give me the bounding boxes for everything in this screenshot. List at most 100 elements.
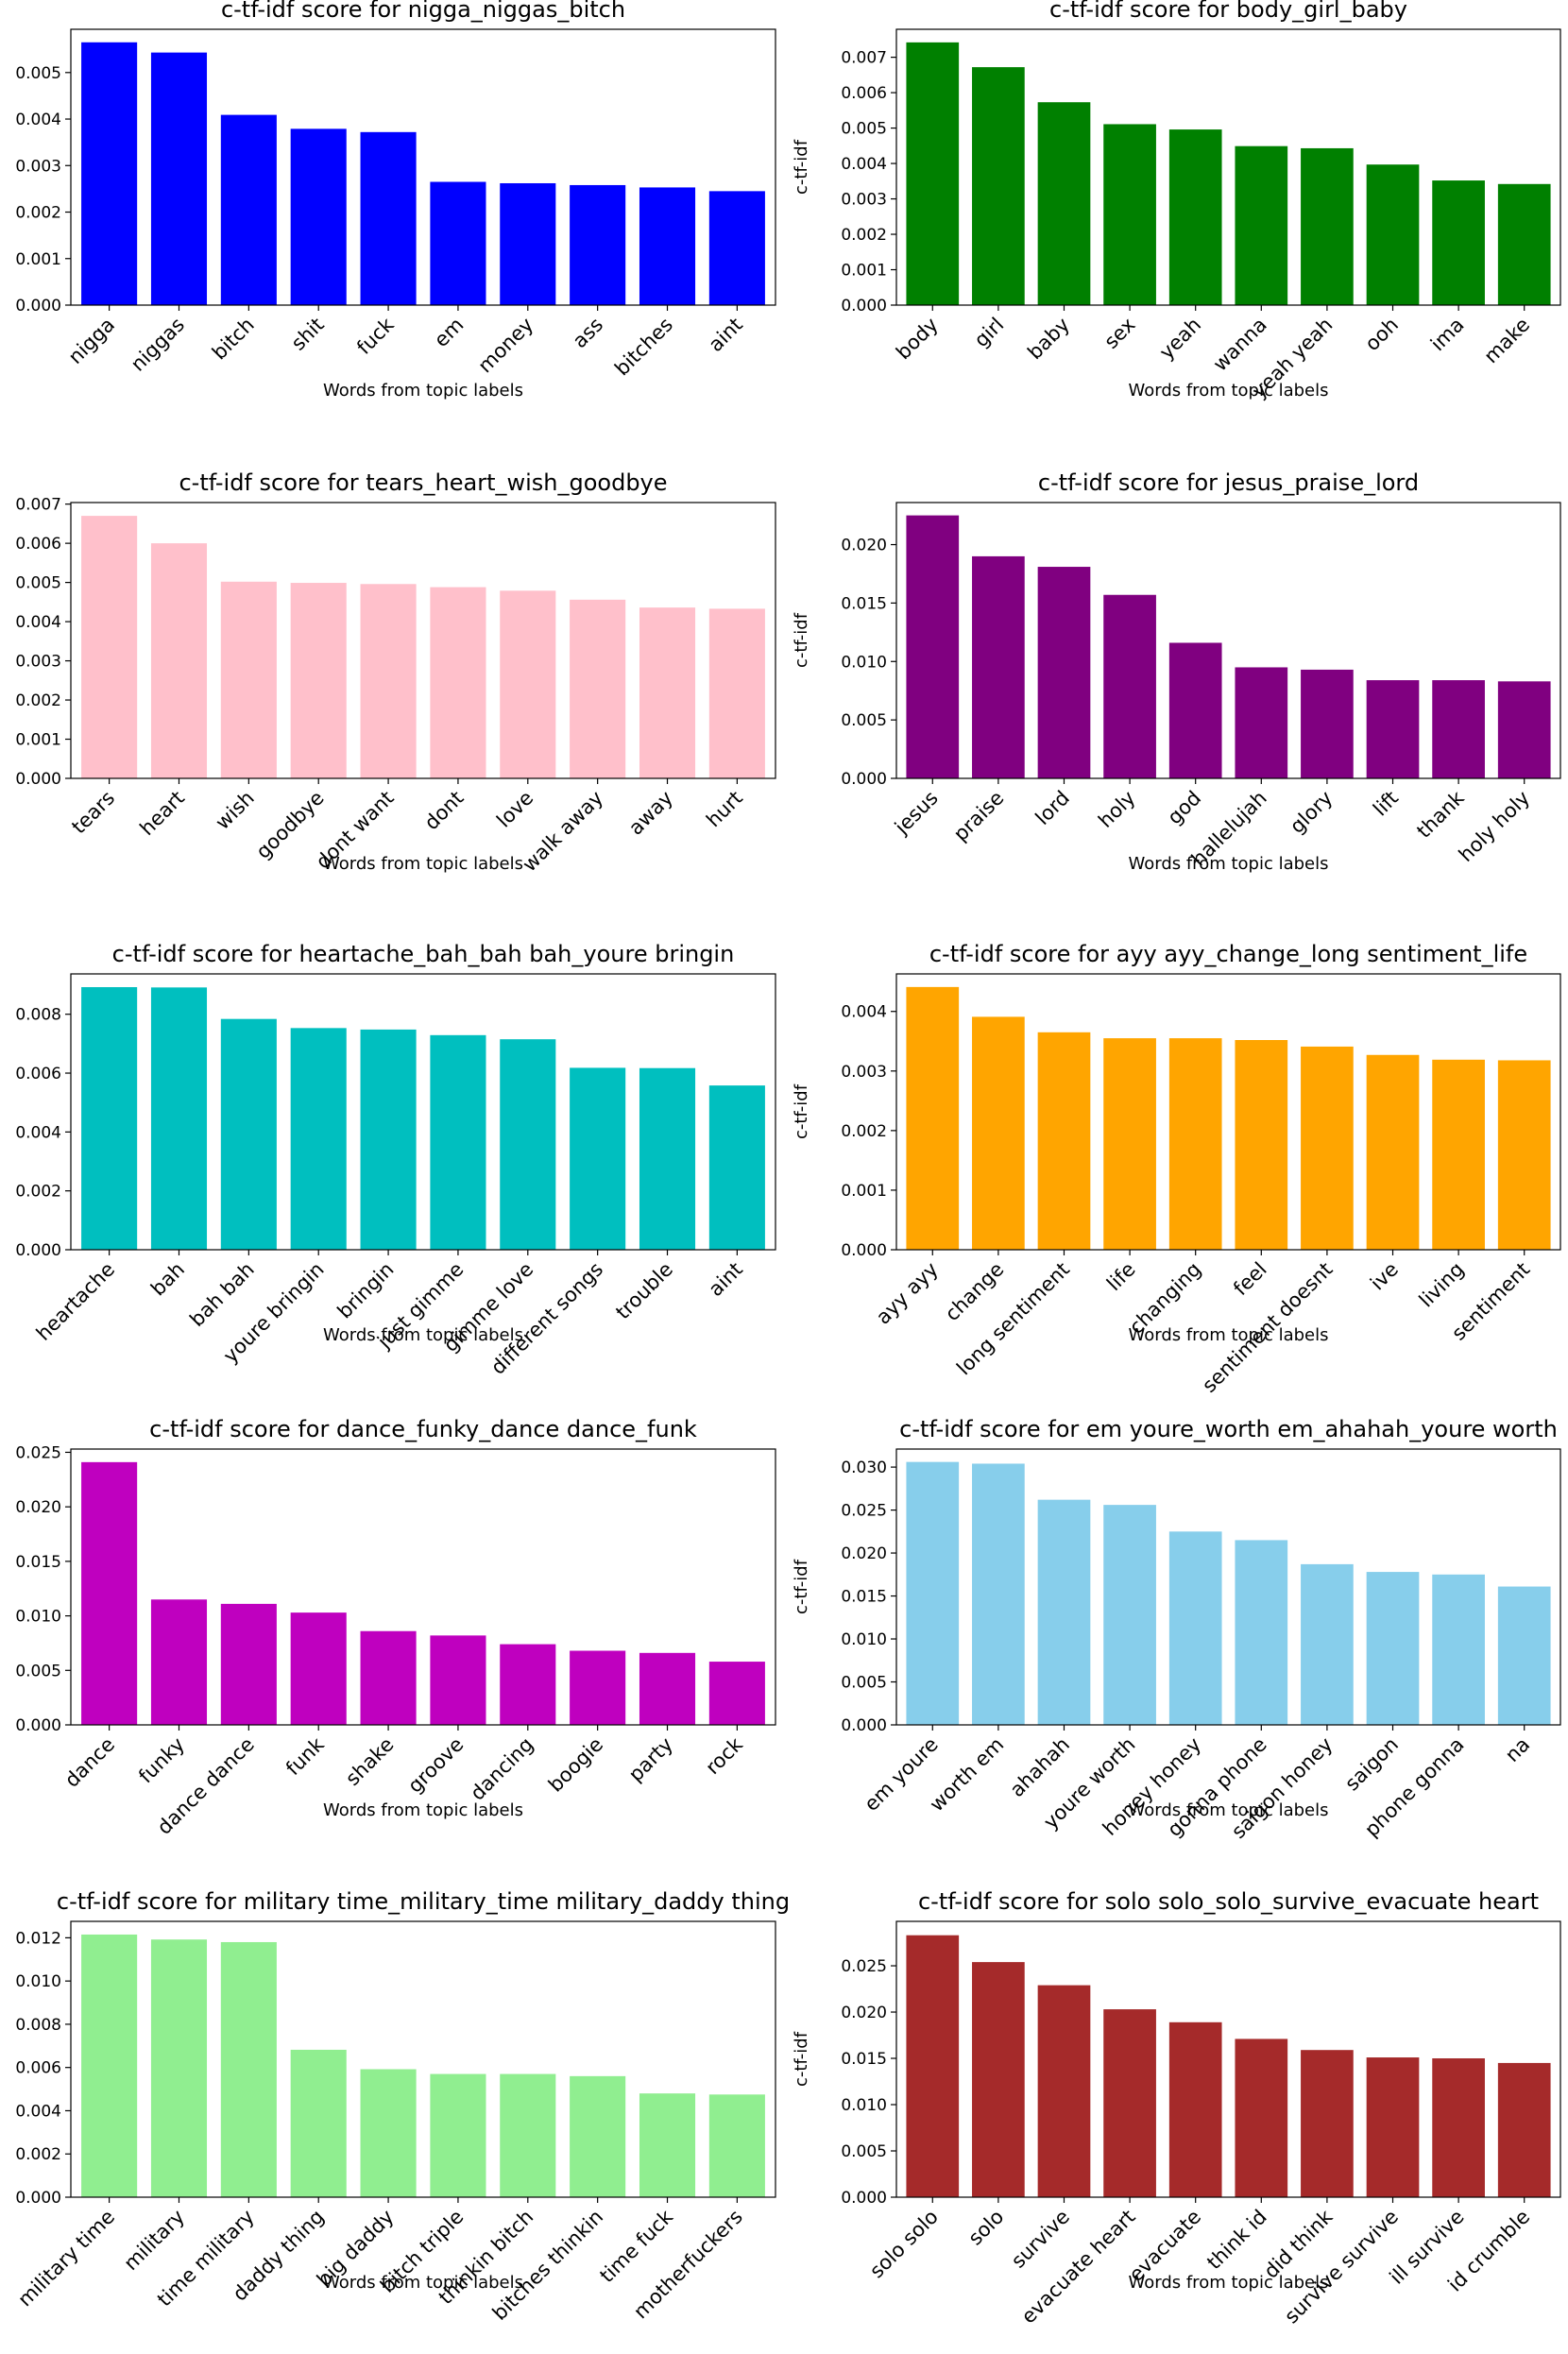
- x-tick-label: tears: [67, 787, 119, 839]
- y-tick-label: 0.001: [841, 1182, 887, 1201]
- bar: [1103, 1505, 1156, 1725]
- bar: [290, 1612, 347, 1725]
- bar: [360, 1630, 417, 1725]
- bar: [570, 1067, 626, 1250]
- y-tick-label: 0.000: [15, 1716, 61, 1735]
- x-tick-label: ooh: [1360, 314, 1403, 356]
- x-tick-label: life: [1102, 1258, 1140, 1296]
- bar: [1235, 1540, 1288, 1725]
- x-tick-label: funk: [281, 1732, 329, 1780]
- bar: [81, 1934, 138, 2197]
- axes-frame: [70, 28, 776, 306]
- y-tick-label: 0.000: [15, 297, 61, 316]
- bar: [1497, 2062, 1551, 2197]
- x-tick-label: evacuate heart: [1017, 2206, 1140, 2328]
- y-tick-label: 0.005: [15, 1662, 61, 1680]
- y-tick-label: 0.010: [841, 2096, 887, 2115]
- x-tick-label: bah: [146, 1258, 189, 1301]
- y-tick-label: 0.012: [15, 1929, 61, 1948]
- bar: [972, 555, 1025, 778]
- bar: [708, 1662, 765, 1725]
- x-axis-label: Words from topic labels: [1128, 1325, 1328, 1345]
- x-tick-label: hurt: [702, 787, 747, 832]
- y-tick-label: 0.000: [15, 1241, 61, 1260]
- bar: [1432, 1059, 1485, 1250]
- chart-title: c-tf-idf score for em youre_worth em_aha…: [899, 1416, 1558, 1442]
- bar: [220, 1941, 277, 2197]
- y-tick-label: 0.001: [15, 250, 61, 269]
- y-tick-label: 0.007: [841, 49, 887, 68]
- bar: [972, 1463, 1025, 1725]
- axes-frame: [895, 502, 1561, 779]
- y-tick-label: 0.010: [15, 1608, 61, 1627]
- x-tick-label: survive: [1007, 2206, 1074, 2273]
- x-tick-label: baby: [1023, 314, 1074, 365]
- x-tick-label: holy holy: [1455, 787, 1535, 867]
- bar: [1432, 180, 1485, 305]
- axes-frame: [895, 1448, 1561, 1726]
- bar: [1497, 183, 1551, 305]
- chart-panel: c-tf-idf score for dance_funky_dance dan…: [15, 1416, 776, 1839]
- bar: [1366, 1572, 1420, 1725]
- y-tick-label: 0.000: [15, 770, 61, 789]
- y-tick-label: 0.000: [841, 2189, 887, 2208]
- x-axis-label: Words from topic labels: [323, 2273, 523, 2293]
- bar: [500, 1644, 556, 1725]
- bar: [1301, 669, 1354, 778]
- bar: [639, 187, 696, 305]
- bar: [906, 515, 960, 778]
- x-tick-label: ahahah: [1006, 1733, 1075, 1802]
- axes-frame: [895, 1920, 1561, 2198]
- y-tick-label: 0.002: [15, 2145, 61, 2164]
- y-axis-label: c-tf-idf: [792, 612, 811, 668]
- bar: [360, 2069, 417, 2197]
- bar: [81, 516, 138, 778]
- x-tick-label: heart: [135, 787, 189, 841]
- x-tick-label: em: [430, 314, 469, 352]
- y-tick-label: 0.000: [841, 1241, 887, 1260]
- x-tick-label: feel: [1229, 1258, 1271, 1301]
- bar: [1037, 567, 1091, 778]
- bar: [81, 1461, 138, 1725]
- x-tick-label: lord: [1031, 787, 1074, 829]
- bar: [500, 2073, 556, 2197]
- bar: [1366, 680, 1420, 778]
- bar: [1366, 2057, 1420, 2197]
- bar: [1168, 129, 1222, 305]
- chart-panel: c-tf-idf score for heartache_bah_bah bah…: [15, 941, 776, 1379]
- bar: [1103, 124, 1156, 305]
- y-tick-label: 0.004: [841, 155, 887, 174]
- bar: [1432, 2058, 1485, 2197]
- y-tick-label: 0.020: [841, 537, 887, 555]
- x-tick-label: shit: [287, 314, 329, 355]
- x-tick-label: party: [624, 1733, 677, 1786]
- bar: [972, 1962, 1025, 2197]
- bar: [1432, 1574, 1485, 1725]
- chart-title: c-tf-idf score for jesus_praise_lord: [1038, 469, 1419, 496]
- x-tick-label: saigon: [1340, 1733, 1403, 1796]
- x-tick-label: change: [941, 1258, 1009, 1326]
- y-tick-label: 0.008: [15, 2016, 61, 2035]
- y-tick-label: 0.004: [15, 613, 61, 632]
- y-axis-label: c-tf-idf: [792, 2031, 811, 2087]
- x-tick-label: aint: [704, 314, 746, 356]
- y-tick-label: 0.001: [15, 731, 61, 750]
- bar: [639, 1652, 696, 1725]
- x-tick-label: bah bah: [185, 1258, 259, 1332]
- bar: [1366, 1054, 1420, 1250]
- chart-title: c-tf-idf score for nigga_niggas_bitch: [221, 0, 625, 23]
- bar: [906, 42, 960, 305]
- bar: [220, 114, 277, 306]
- bar: [360, 131, 417, 305]
- chart-panel: c-tf-idf score for em youre_worth em_aha…: [792, 1416, 1561, 1843]
- y-tick-label: 0.005: [841, 1674, 887, 1693]
- bar: [290, 583, 347, 778]
- bar: [150, 52, 208, 305]
- chart-title: c-tf-idf score for dance_funky_dance dan…: [149, 1416, 697, 1442]
- chart-panel: c-tf-idf score for military time_militar…: [13, 1888, 790, 2325]
- x-tick-label: praise: [949, 787, 1009, 846]
- x-axis-label: Words from topic labels: [1128, 381, 1328, 401]
- bar: [972, 1016, 1025, 1250]
- y-tick-label: 0.020: [15, 1498, 61, 1517]
- y-tick-label: 0.002: [15, 204, 61, 223]
